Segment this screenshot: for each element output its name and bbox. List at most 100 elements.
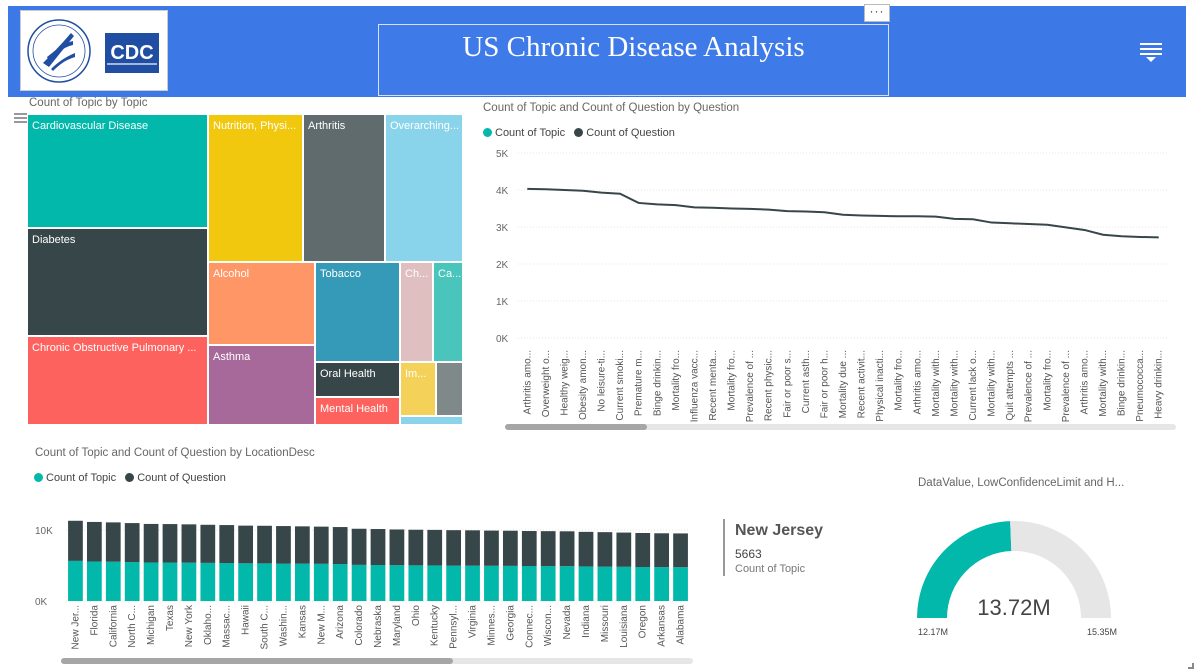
bar-count-of-topic bbox=[540, 566, 556, 601]
bar-count-of-topic bbox=[389, 565, 405, 601]
bar-count-of-question bbox=[181, 524, 197, 563]
treemap-tile[interactable]: Im... bbox=[400, 362, 436, 416]
legend-item-count-of-question[interactable]: Count of Question bbox=[125, 472, 226, 484]
x-tick-label: Binge drinkin... bbox=[1117, 350, 1128, 416]
question-line-chart[interactable]: 0K 1K 2K 3K 4K 5K Arthritis amo... Overweight o… bbox=[478, 140, 1188, 436]
bar-count-of-question bbox=[635, 533, 651, 567]
bar-count-of-topic bbox=[162, 562, 178, 601]
bar-count-of-topic bbox=[578, 566, 594, 601]
x-tick-label: Mortality fro... bbox=[1042, 350, 1053, 411]
treemap-tile[interactable]: Tobacco bbox=[315, 262, 400, 362]
treemap-tile[interactable]: Oral Health bbox=[315, 362, 400, 397]
y-tick-label: 0K bbox=[35, 597, 48, 608]
horizontal-scrollbar-thumb bbox=[61, 658, 453, 664]
x-tick-label: Minnes... bbox=[486, 605, 497, 646]
gauge-chart[interactable]: 13.72M 12.17M 15.35M bbox=[910, 515, 1126, 645]
x-tick-label: Prevalence of ... bbox=[1024, 350, 1035, 422]
treemap-tile[interactable] bbox=[436, 362, 463, 416]
bar-count-of-question bbox=[540, 531, 556, 567]
hhs-eagle-wing bbox=[51, 53, 75, 71]
x-tick-label: Kansas bbox=[297, 605, 308, 638]
treemap-tile[interactable]: Mental Health bbox=[315, 397, 400, 425]
x-tick-label: Massac... bbox=[222, 605, 233, 648]
x-tick-label: Florida bbox=[89, 605, 100, 636]
cdc-logo-block bbox=[105, 33, 159, 73]
x-tick-label: Arkansas bbox=[657, 605, 668, 647]
treemap-tile[interactable]: Asthma bbox=[208, 345, 315, 425]
treemap-tile[interactable]: Overarching... bbox=[385, 114, 463, 262]
bar-count-of-question bbox=[143, 523, 159, 563]
location-chart-legend: Count of Topic Count of Question bbox=[34, 472, 232, 484]
x-tick-label: South C... bbox=[260, 605, 271, 649]
bar-count-of-topic bbox=[616, 566, 632, 601]
treemap-tile[interactable]: Nutrition, Physi... bbox=[208, 114, 303, 262]
card-value: 5663 bbox=[735, 547, 762, 561]
legend-item-count-of-topic[interactable]: Count of Topic bbox=[34, 472, 116, 484]
y-tick-label: 10K bbox=[35, 526, 53, 537]
treemap-tile[interactable]: Diabetes bbox=[27, 228, 208, 336]
bar-count-of-question bbox=[502, 530, 518, 566]
logo-graphic: CDC bbox=[27, 19, 159, 83]
x-tick-label: Alabama bbox=[676, 605, 687, 645]
treemap-tile-label: Ch... bbox=[405, 268, 429, 280]
bar-count-of-question bbox=[68, 520, 83, 561]
hamburger-menu-icon[interactable] bbox=[1140, 43, 1164, 65]
bar-count-of-topic bbox=[219, 563, 235, 601]
bar-count-of-question bbox=[389, 529, 405, 566]
treemap-tile[interactable]: Ch... bbox=[400, 262, 433, 362]
treemap-tile[interactable] bbox=[400, 416, 463, 425]
bar-count-of-question bbox=[200, 524, 216, 563]
gauge-track-arc bbox=[1010, 521, 1111, 618]
x-tick-label: Current lack o... bbox=[968, 350, 979, 421]
gauge-title: DataValue, LowConfidenceLimit and H... bbox=[918, 477, 1125, 489]
focus-mode-icon[interactable] bbox=[14, 113, 28, 125]
x-tick-label: Overweight o... bbox=[541, 350, 552, 417]
bar-count-of-topic bbox=[654, 567, 670, 601]
x-tick-label: Mortality with... bbox=[987, 350, 998, 417]
treemap-tile[interactable]: Cardiovascular Disease bbox=[27, 114, 208, 228]
treemap-tile-label: Ca... bbox=[438, 268, 462, 280]
treemap-tile-label: Diabetes bbox=[32, 234, 76, 246]
x-tick-label: Nebraska bbox=[373, 605, 384, 648]
x-tick-label: Kentucky bbox=[430, 605, 441, 646]
bar-count-of-question bbox=[238, 525, 254, 564]
ellipsis-icon[interactable]: ··· bbox=[864, 4, 890, 22]
location-bar-chart[interactable]: 0K 10K New Jer... Florida California North C.… bbox=[28, 512, 698, 669]
treemap-tile[interactable]: Chronic Obstructive Pulmonary ... bbox=[27, 336, 208, 425]
x-tick-label: Pneumococca... bbox=[1135, 350, 1146, 422]
location-chart-title: Count of Topic and Count of Question by … bbox=[35, 447, 315, 459]
bar-count-of-topic bbox=[502, 565, 518, 601]
treemap-tile-label: Nutrition, Physi... bbox=[213, 120, 297, 132]
bar-count-of-question bbox=[332, 527, 348, 565]
bar-count-of-topic bbox=[257, 563, 272, 601]
cdc-logo-text: CDC bbox=[110, 42, 153, 64]
x-tick-label: California bbox=[108, 605, 119, 648]
bar-count-of-topic bbox=[673, 567, 688, 601]
x-tick-label: Hawaii bbox=[241, 605, 252, 635]
x-tick-label: Healthy weig... bbox=[559, 350, 570, 416]
bar-count-of-question bbox=[294, 526, 310, 564]
hhs-cdc-logo: CDC bbox=[20, 10, 168, 91]
hhs-eagle-wing bbox=[47, 41, 73, 61]
x-tick-label: Recent menta... bbox=[708, 350, 719, 421]
bar-count-of-question bbox=[465, 530, 480, 566]
gauge-min-label: 12.17M bbox=[918, 627, 948, 637]
resize-corner bbox=[1188, 663, 1194, 669]
x-tick-label: New Jer... bbox=[70, 605, 81, 649]
legend-item-count-of-question[interactable]: Count of Question bbox=[574, 127, 675, 139]
treemap[interactable]: Cardiovascular Disease Diabetes Chronic Ob… bbox=[27, 114, 463, 425]
treemap-tile-label: Mental Health bbox=[320, 403, 388, 415]
treemap-tile[interactable]: Arthritis bbox=[303, 114, 385, 262]
x-tick-label: Current asth... bbox=[801, 350, 812, 413]
treemap-tile[interactable]: Ca... bbox=[433, 262, 463, 362]
x-tick-label: Louisiana bbox=[619, 605, 630, 648]
treemap-tile[interactable]: Alcohol bbox=[208, 262, 315, 345]
legend-item-count-of-topic[interactable]: Count of Topic bbox=[483, 127, 565, 139]
y-tick-label: 4K bbox=[496, 186, 509, 197]
x-tick-label: New M... bbox=[316, 605, 327, 644]
x-tick-label: Texas bbox=[165, 605, 176, 631]
bar-count-of-question bbox=[597, 532, 613, 567]
bar-count-of-question bbox=[578, 531, 594, 567]
bar-count-of-topic bbox=[408, 565, 424, 601]
bar-count-of-topic bbox=[465, 565, 480, 601]
